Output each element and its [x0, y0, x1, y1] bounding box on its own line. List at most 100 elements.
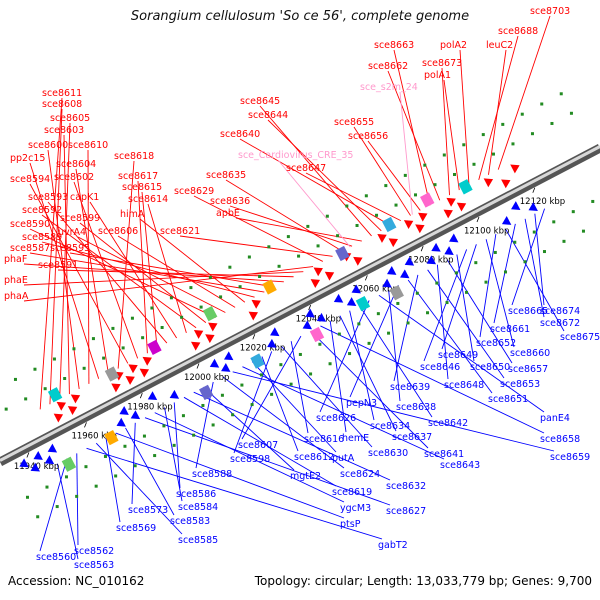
- gene-label-forward: sce8662: [368, 61, 408, 72]
- gene-label-forward: sce8614: [128, 194, 168, 205]
- tick-mark: [476, 216, 480, 223]
- label-line-reverse: [479, 234, 497, 338]
- label-line-reverse: [203, 386, 295, 471]
- reverse-gene: [221, 362, 231, 372]
- backbone-highlight: [0, 145, 600, 462]
- track-dot: [162, 424, 166, 428]
- track-dot: [24, 397, 28, 401]
- label-line-forward: [488, 49, 507, 175]
- reverse-gene: [444, 246, 454, 256]
- tick-label: 11980 kbp: [127, 402, 172, 412]
- label-line-forward: [387, 70, 441, 201]
- gene-label-reverse: sce8643: [440, 460, 480, 471]
- track-dot: [484, 280, 488, 284]
- track-dot: [318, 342, 322, 346]
- track-dot: [208, 275, 212, 279]
- label-line-forward: [229, 205, 353, 247]
- label-line-reverse: [441, 244, 477, 350]
- track-dot: [465, 290, 469, 294]
- label-line-forward: [367, 140, 421, 211]
- gene-label-reverse: sce8658: [540, 434, 580, 445]
- track-dot: [4, 407, 8, 411]
- label-line-forward: [478, 35, 519, 180]
- track-dot: [569, 111, 573, 115]
- gene-label-forward: sce8615: [122, 182, 162, 193]
- track-dot: [376, 312, 380, 316]
- track-dot: [403, 173, 407, 177]
- track-dot: [169, 296, 173, 300]
- track-dot: [481, 133, 485, 137]
- forward-gene: [111, 383, 121, 393]
- label-line-forward: [147, 203, 187, 333]
- reverse-gene: [33, 451, 43, 460]
- label-line-reverse: [359, 305, 433, 418]
- gene-label-reverse: putA: [332, 453, 355, 464]
- gene-label-forward: sce8688: [498, 26, 538, 37]
- label-line-reverse: [222, 376, 345, 469]
- label-line-reverse: [505, 228, 565, 332]
- track-dot: [103, 454, 107, 458]
- gene-label-forward: leuC2: [486, 40, 513, 51]
- label-line-reverse: [95, 442, 183, 535]
- track-dot: [540, 102, 544, 106]
- gene-label-forward: sce8594: [10, 174, 50, 185]
- label-line-reverse: [173, 402, 181, 489]
- reverse-gene: [44, 455, 55, 465]
- tick-mark: [364, 275, 368, 281]
- forward-gene: [139, 368, 150, 378]
- feature-bar: [61, 456, 77, 472]
- gene-label-forward: sce8647: [286, 163, 326, 174]
- label-line-reverse: [281, 346, 373, 448]
- gene-label-forward: himA: [120, 209, 145, 220]
- track-dot: [279, 363, 283, 367]
- reverse-gene: [19, 458, 29, 468]
- track-dot: [13, 377, 17, 381]
- reverse-gene: [316, 312, 327, 322]
- reverse-gene: [119, 406, 129, 415]
- label-line-reverse: [105, 438, 121, 523]
- reverse-gene: [130, 410, 141, 420]
- gene-label-forward: sce8703: [530, 6, 570, 17]
- gene-label-reverse: sce8626: [316, 413, 356, 424]
- gene-label-reverse: gabT2: [378, 540, 408, 551]
- track-dot: [348, 352, 352, 356]
- track-dot: [33, 367, 37, 371]
- gene-label-forward: apbE: [216, 208, 240, 219]
- label-line-reverse: [349, 310, 375, 421]
- label-line-reverse: [233, 351, 273, 454]
- forward-gene: [191, 341, 201, 351]
- track-dot: [384, 184, 388, 188]
- label-line-reverse: [320, 325, 545, 434]
- gene-label-forward: sce8645: [240, 96, 280, 107]
- track-dot: [240, 383, 244, 387]
- label-line-forward: [225, 179, 343, 252]
- gene-label-reverse: sce8675: [560, 332, 600, 343]
- gene-label-forward: phaA: [4, 291, 29, 302]
- gene-label-reverse: sce8560: [36, 552, 76, 563]
- track-dot: [435, 281, 439, 285]
- forward-gene: [248, 311, 259, 321]
- track-dot: [550, 121, 554, 125]
- track-dot: [150, 306, 154, 310]
- label-line-forward: [87, 149, 90, 384]
- forward-strand-genes: [53, 164, 520, 423]
- track-dot: [180, 315, 184, 319]
- reverse-gene: [404, 256, 415, 266]
- track-dot: [336, 234, 340, 238]
- label-line-forward: [441, 67, 450, 196]
- track-dot: [172, 443, 176, 447]
- label-line-forward: [59, 122, 71, 400]
- forward-gene: [403, 220, 414, 230]
- track-dot: [298, 352, 302, 356]
- label-line-forward: [497, 15, 551, 170]
- reverse-gene: [528, 202, 538, 211]
- feature-bar: [355, 296, 371, 312]
- genome-title: Sorangium cellulosum 'So ce 56', complet…: [130, 9, 470, 24]
- gene-label-reverse: hemE: [342, 433, 369, 444]
- track-dot: [102, 356, 106, 360]
- gene-label-reverse: panE4: [540, 413, 570, 424]
- reverse-strand-genes: [19, 201, 538, 472]
- reverse-gene: [305, 308, 315, 318]
